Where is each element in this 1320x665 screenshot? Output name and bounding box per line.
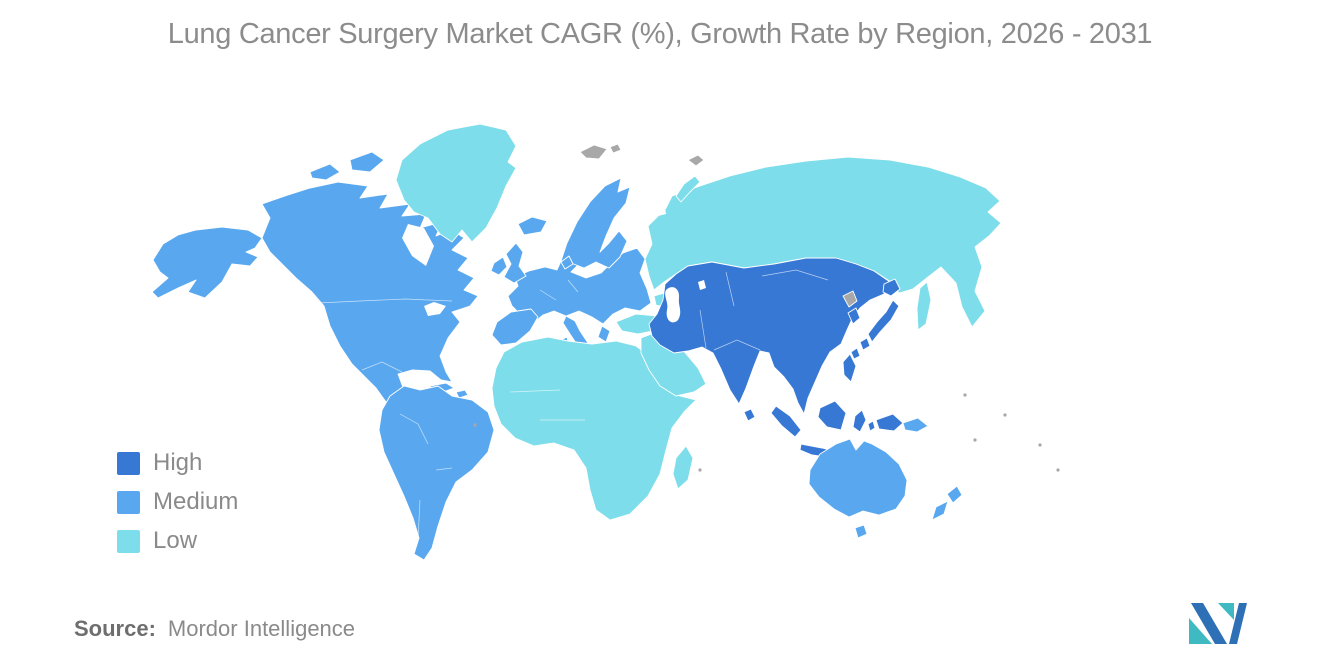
region-taiwan bbox=[850, 347, 861, 360]
region-svalbard bbox=[579, 144, 608, 160]
region-denmark bbox=[560, 255, 574, 270]
region-new-zealand-north bbox=[946, 485, 963, 504]
region-svalbard bbox=[609, 143, 622, 154]
region-uk bbox=[503, 242, 527, 284]
legend-label-low: Low bbox=[153, 527, 198, 554]
legend-item-low: Low bbox=[117, 529, 238, 553]
region-philippines bbox=[842, 353, 857, 383]
mordor-intelligence-logo bbox=[1189, 603, 1247, 644]
region-south-korea bbox=[847, 307, 861, 325]
region-papua-new-guinea bbox=[902, 417, 929, 433]
region-australia bbox=[808, 438, 908, 518]
region-new-zealand-south bbox=[931, 500, 949, 521]
region-moluccas bbox=[867, 420, 876, 432]
region-north-korea bbox=[842, 290, 858, 308]
region-sakhalin bbox=[916, 281, 932, 331]
hudson-bay-water bbox=[402, 224, 434, 266]
caspian-sea-water bbox=[665, 287, 681, 323]
great-lakes-water bbox=[424, 302, 446, 316]
region-japan-kyushu bbox=[859, 337, 871, 351]
region-scandinavia bbox=[560, 177, 631, 269]
region-greece bbox=[597, 325, 611, 343]
region-iceland bbox=[517, 216, 548, 236]
inland-water bbox=[402, 200, 706, 323]
region-sumatra bbox=[770, 405, 802, 438]
source-text: Mordor Intelligence bbox=[167, 616, 356, 641]
region-greenland bbox=[395, 123, 517, 243]
legend-label-medium: Medium bbox=[153, 488, 239, 515]
page-title: Lung Cancer Surgery Market CAGR (%), Gro… bbox=[167, 18, 1153, 50]
region-iberia bbox=[491, 308, 539, 346]
legend-item-medium: Medium bbox=[117, 490, 238, 514]
region-japan-honshu bbox=[867, 299, 900, 343]
region-tasmania bbox=[854, 524, 868, 539]
legend-swatch-medium bbox=[117, 490, 140, 514]
white-sea-water bbox=[655, 200, 666, 216]
aral-sea-water bbox=[698, 280, 706, 290]
region-novaya-zemlya bbox=[675, 175, 701, 203]
region-sulawesi bbox=[852, 409, 867, 433]
region-sri-lanka bbox=[743, 408, 756, 422]
region-madagascar bbox=[672, 445, 694, 490]
region-europe-mainland bbox=[507, 247, 652, 325]
source-line: Source: Mordor Intelligence bbox=[74, 616, 355, 642]
region-south-america bbox=[378, 385, 495, 561]
logo-shape-teal-right bbox=[1218, 603, 1234, 620]
region-arctic-islands bbox=[349, 151, 385, 173]
region-franz-josef bbox=[687, 154, 705, 167]
region-hispaniola bbox=[455, 389, 469, 399]
logo-shape-teal-left bbox=[1189, 618, 1212, 644]
logo-shape-blue-left bbox=[1191, 603, 1227, 644]
small-islands bbox=[473, 393, 1060, 472]
region-borneo bbox=[817, 400, 847, 431]
legend-item-high: High bbox=[117, 451, 238, 475]
legend: High Medium Low bbox=[117, 451, 238, 553]
region-alaska bbox=[151, 226, 263, 299]
legend-swatch-low bbox=[117, 529, 140, 553]
region-japan-hokkaido bbox=[882, 278, 901, 297]
legend-swatch-high bbox=[117, 451, 140, 475]
region-asia-mainland bbox=[648, 257, 891, 415]
source-label: Source: bbox=[74, 616, 156, 641]
region-new-guinea-west bbox=[875, 413, 904, 432]
country-borders bbox=[317, 269, 829, 541]
region-arctic-islands bbox=[309, 163, 341, 181]
region-ireland bbox=[490, 256, 508, 276]
logo-shape-blue-right bbox=[1229, 603, 1247, 644]
region-africa bbox=[491, 336, 697, 521]
legend-label-high: High bbox=[153, 449, 203, 476]
